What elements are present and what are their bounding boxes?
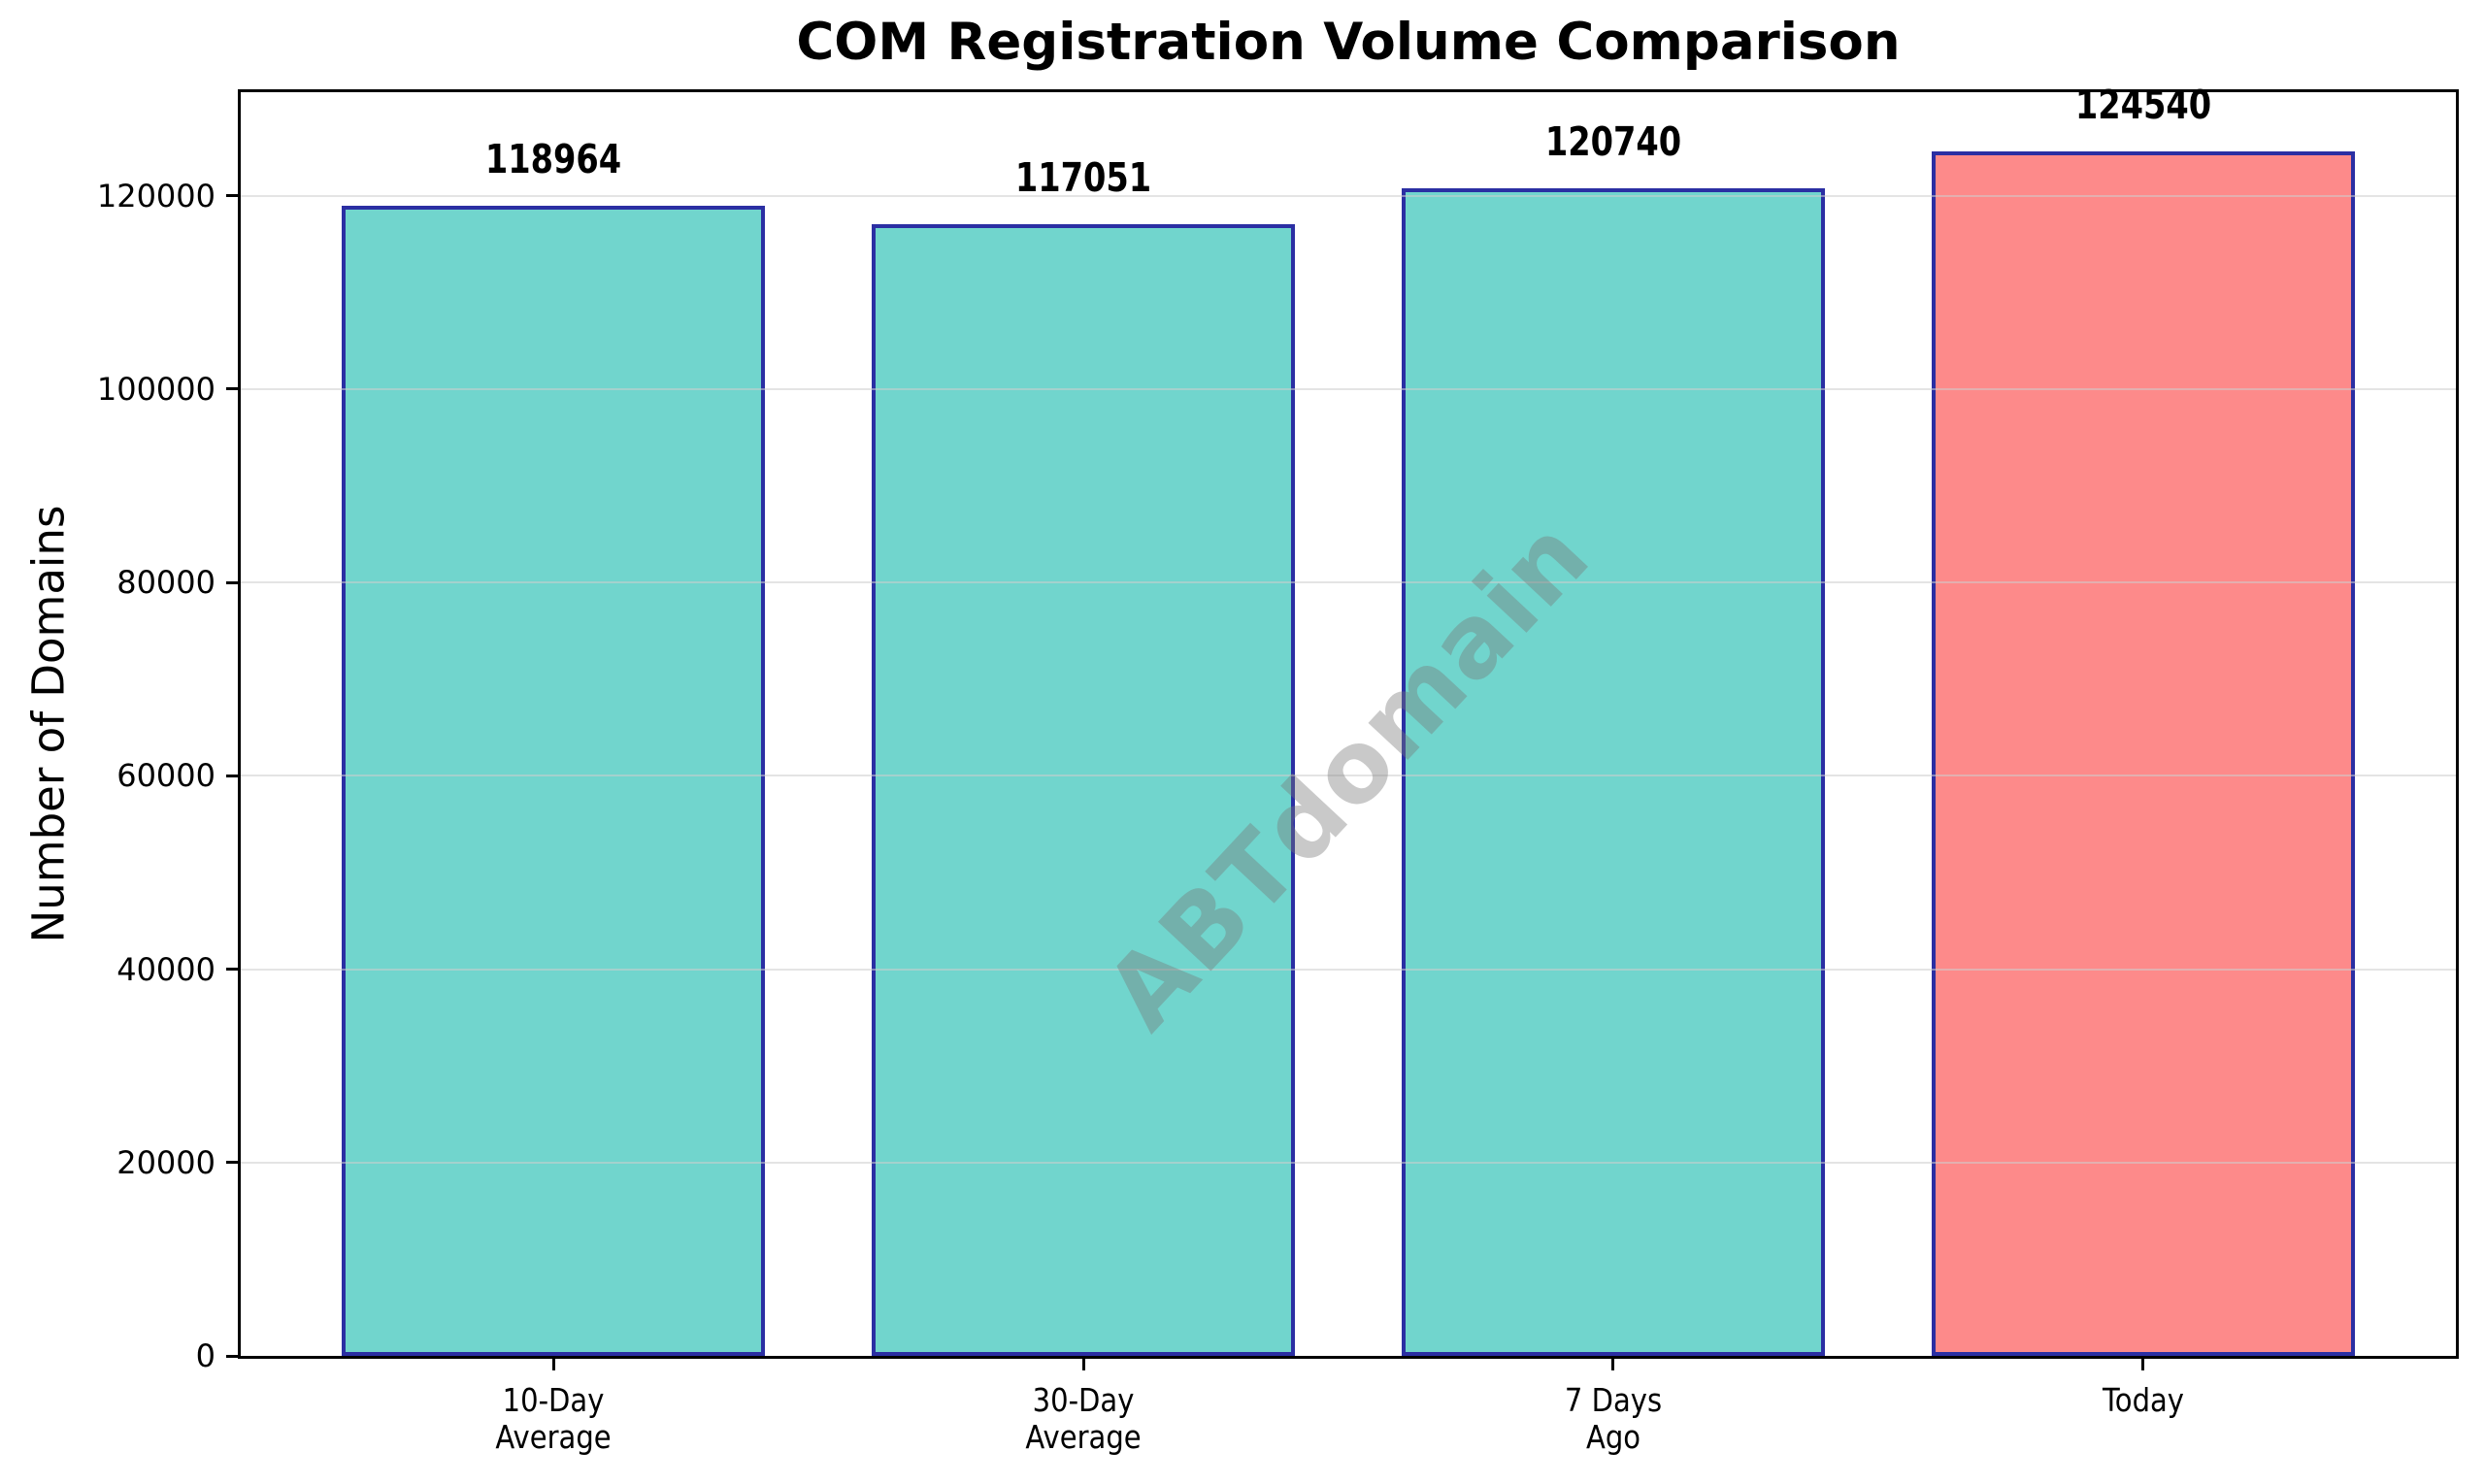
y-tick-mark [226, 580, 238, 584]
x-tick-label-today: Today [2102, 1381, 2184, 1419]
gridline-40000 [241, 968, 2456, 971]
gridline-100000 [241, 387, 2456, 390]
x-tick-mark [1611, 1359, 1615, 1370]
gridline-80000 [241, 581, 2456, 584]
y-axis-title: Number of Domains [22, 505, 75, 943]
gridline-20000 [241, 1161, 2456, 1164]
y-tick-label: 100000 [96, 370, 215, 408]
y-tick-label: 40000 [116, 950, 215, 988]
y-tick-mark [226, 968, 238, 972]
y-tick-label: 80000 [116, 564, 215, 602]
y-tick-mark [226, 1161, 238, 1165]
bar-today [1931, 151, 2356, 1356]
x-tick-mark [2141, 1359, 2145, 1370]
bar-7-days-ago [1401, 188, 1826, 1356]
bar-30-day-average [871, 223, 1296, 1356]
x-tick-mark [551, 1359, 555, 1370]
gridline-120000 [241, 194, 2456, 197]
x-tick-mark [1081, 1359, 1085, 1370]
plot-area: ABTdomain [238, 89, 2459, 1359]
y-tick-label: 60000 [116, 757, 215, 795]
x-tick-label-7-days-ago: 7 Days Ago [1564, 1381, 1663, 1456]
x-tick-label-10-day-average: 10-Day Average [495, 1381, 612, 1456]
y-tick-label: 120000 [96, 177, 215, 214]
y-tick-mark [226, 194, 238, 198]
y-tick-label: 20000 [116, 1143, 215, 1181]
y-tick-mark [226, 1354, 238, 1358]
y-tick-mark [226, 387, 238, 391]
chart-title: COM Registration Volume Comparison [796, 13, 1901, 72]
bar-value-label: 118964 [484, 135, 622, 182]
gridline-60000 [241, 775, 2456, 777]
bar-value-label: 124540 [2074, 82, 2212, 129]
bar-value-label: 117051 [1014, 153, 1152, 201]
y-tick-label: 0 [195, 1337, 215, 1374]
x-tick-label-30-day-average: 30-Day Average [1025, 1381, 1142, 1456]
y-tick-mark [226, 774, 238, 777]
bar-value-label: 120740 [1544, 118, 1682, 166]
bar-10-day-average [341, 205, 766, 1356]
